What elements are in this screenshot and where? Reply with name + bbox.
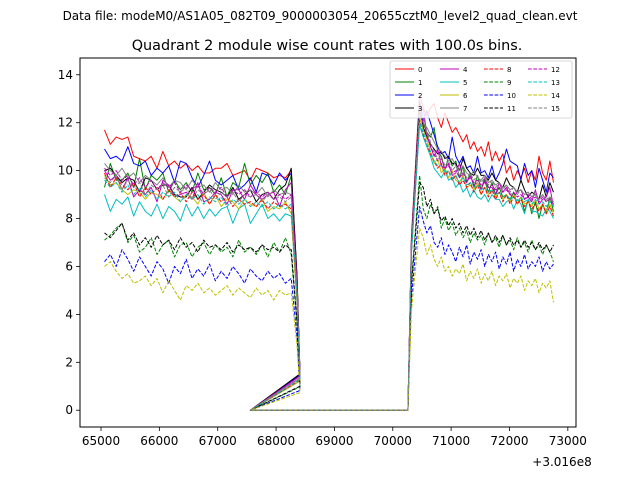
legend-label-1: 1 bbox=[418, 79, 422, 87]
legend-label-4: 4 bbox=[463, 66, 468, 74]
legend-label-14: 14 bbox=[551, 92, 560, 100]
y-tick-label: 12 bbox=[58, 116, 73, 130]
y-tick-label: 8 bbox=[65, 212, 73, 226]
series-line-10 bbox=[104, 206, 554, 411]
series-line-13 bbox=[104, 122, 554, 411]
x-tick-label: 69000 bbox=[315, 434, 353, 448]
legend-label-5: 5 bbox=[463, 79, 467, 87]
x-tick-label: 72000 bbox=[490, 434, 528, 448]
y-axis-ticks: 0 2 4 6 8 10 12 14 bbox=[58, 68, 80, 417]
y-tick-label: 4 bbox=[65, 307, 73, 321]
legend-label-15: 15 bbox=[551, 105, 560, 113]
legend-box bbox=[389, 60, 573, 119]
data-file-suptitle: Data file: modeM0/AS1A05_082T09_90000030… bbox=[63, 9, 578, 23]
axes-frame bbox=[79, 57, 577, 428]
y-tick-label: 6 bbox=[65, 259, 73, 273]
legend-label-8: 8 bbox=[507, 66, 511, 74]
legend-label-9: 9 bbox=[507, 79, 511, 87]
y-tick-label: 0 bbox=[65, 403, 73, 417]
series-line-14 bbox=[104, 227, 554, 411]
x-tick-label: 66000 bbox=[140, 434, 178, 448]
series-line-15 bbox=[104, 107, 554, 411]
legend-label-7: 7 bbox=[463, 105, 467, 113]
x-tick-label: 67000 bbox=[199, 434, 237, 448]
y-tick-label: 14 bbox=[58, 68, 73, 82]
legend-label-6: 6 bbox=[463, 92, 468, 100]
y-tick-label: 2 bbox=[65, 355, 73, 369]
x-axis-ticks: 65000 66000 67000 68000 69000 70000 71000 72000… bbox=[82, 427, 587, 448]
legend-label-13: 13 bbox=[551, 79, 560, 87]
legend-label-3: 3 bbox=[418, 105, 422, 113]
series-line-9 bbox=[104, 174, 554, 411]
x-tick-label: 68000 bbox=[257, 434, 295, 448]
x-tick-label: 71000 bbox=[432, 434, 470, 448]
legend-label-12: 12 bbox=[551, 66, 560, 74]
legend-label-0: 0 bbox=[418, 66, 422, 74]
y-tick-label: 10 bbox=[58, 164, 73, 178]
x-axis-offset-label: +3.016e8 bbox=[532, 455, 591, 469]
plot-lines bbox=[104, 93, 554, 411]
series-line-11 bbox=[104, 182, 554, 411]
x-tick-label: 65000 bbox=[82, 434, 120, 448]
x-tick-label: 70000 bbox=[374, 434, 412, 448]
legend-label-11: 11 bbox=[507, 105, 516, 113]
chart-title: Quadrant 2 module wise count rates with … bbox=[132, 38, 523, 54]
legend-label-10: 10 bbox=[507, 92, 516, 100]
x-tick-label: 73000 bbox=[549, 434, 587, 448]
legend-label-2: 2 bbox=[418, 92, 422, 100]
